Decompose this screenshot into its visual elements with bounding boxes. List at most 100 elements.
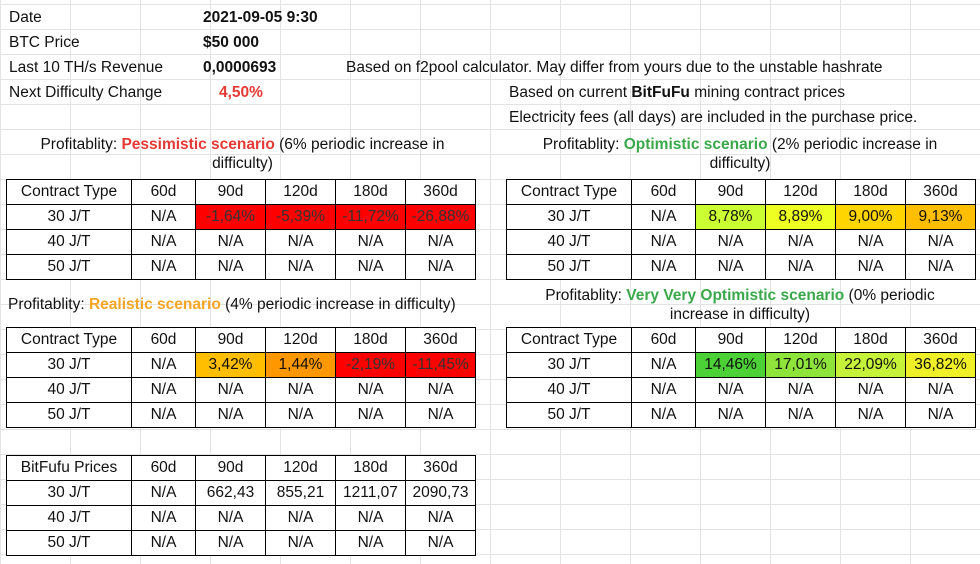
revenue-value: 0,0000693 — [203, 59, 277, 76]
header-120d: 120d — [765, 179, 836, 205]
cell: N/A — [195, 402, 266, 428]
cell: N/A — [835, 402, 906, 428]
header-180d: 180d — [335, 327, 406, 353]
cell: N/A — [405, 505, 476, 531]
cell: N/A — [695, 229, 766, 255]
cell: N/A — [265, 505, 336, 531]
table-row: 50 J/T N/A N/A N/A N/A N/A — [506, 402, 976, 428]
header-120d: 120d — [265, 179, 336, 205]
cell: -11,72% — [335, 204, 406, 230]
table-row: 40 J/T N/A N/A N/A N/A N/A — [6, 229, 476, 255]
cell: N/A — [131, 377, 196, 403]
cell: N/A — [335, 530, 406, 556]
realistic-title-name: Realistic scenario — [88, 296, 221, 313]
optimistic-title-suffix: (2% periodic increase in difficulty) — [709, 136, 938, 172]
cell: N/A — [835, 229, 906, 255]
header-90d: 90d — [695, 327, 766, 353]
row-type: 40 J/T — [6, 229, 132, 255]
optimistic-table: Contract Type 60d 90d 120d 180d 360d 30 … — [506, 179, 976, 280]
cell: 22,09% — [835, 352, 906, 378]
optimistic-title-name: Optimistic scenario — [623, 136, 768, 153]
cell: N/A — [335, 229, 406, 255]
table-header-row: Contract Type 60d 90d 120d 180d 360d — [6, 179, 476, 205]
table-row: 50 J/T N/A N/A N/A N/A N/A — [6, 530, 476, 556]
cell: N/A — [405, 229, 476, 255]
header-contract-type: Contract Type — [506, 327, 632, 353]
row-type: 30 J/T — [6, 204, 132, 230]
row-type: 30 J/T — [6, 480, 132, 506]
header-prices: BitFufu Prices — [6, 455, 132, 481]
cell: N/A — [131, 480, 196, 506]
cell: N/A — [631, 402, 696, 428]
cell: N/A — [405, 377, 476, 403]
cell: 2090,73 — [405, 480, 476, 506]
cell: N/A — [131, 505, 196, 531]
table-row: 30 J/T N/A 8,78% 8,89% 9,00% 9,13% — [506, 204, 976, 230]
revenue-note: Based on f2pool calculator. May differ f… — [346, 59, 883, 76]
cell: 1,44% — [265, 352, 336, 378]
realistic-title-prefix: Profitablity: — [8, 296, 89, 313]
cell: N/A — [265, 402, 336, 428]
electricity-note: Electricity fees (all days) are included… — [509, 109, 918, 126]
pessimistic-title: Profitablity: Pessimistic scenario (6% p… — [20, 135, 465, 173]
cell: N/A — [195, 229, 266, 255]
bitfufu-prices-table: BitFufu Prices 60d 90d 120d 180d 360d 30… — [6, 455, 476, 556]
cell: N/A — [405, 530, 476, 556]
cell: N/A — [905, 254, 976, 280]
cell: N/A — [905, 402, 976, 428]
cell: 17,01% — [765, 352, 836, 378]
header-60d: 60d — [131, 179, 196, 205]
header-90d: 90d — [695, 179, 766, 205]
optimistic-title: Profitablity: Optimistic scenario (2% pe… — [520, 135, 960, 173]
table-row: 50 J/T N/A N/A N/A N/A N/A — [6, 254, 476, 280]
header-contract-type: Contract Type — [506, 179, 632, 205]
table-row: 30 J/T N/A 662,43 855,21 1211,07 2090,73 — [6, 480, 476, 506]
table-header-row: Contract Type 60d 90d 120d 180d 360d — [506, 327, 976, 353]
contract-note-brand: BitFuFu — [631, 84, 690, 101]
cell: N/A — [335, 402, 406, 428]
very-optimistic-title-prefix: Profitablity: — [545, 287, 627, 304]
cell: 8,89% — [765, 204, 836, 230]
cell: -11,45% — [405, 352, 476, 378]
header-contract-type: Contract Type — [6, 327, 132, 353]
header-60d: 60d — [631, 327, 696, 353]
cell: N/A — [131, 402, 196, 428]
realistic-title-suffix: (4% periodic increase in difficulty) — [220, 296, 456, 313]
header-360d: 360d — [905, 327, 976, 353]
date-label: Date — [9, 9, 42, 26]
contract-note-prefix: Based on current — [509, 84, 632, 101]
pessimistic-title-suffix: (6% periodic increase in difficulty) — [212, 136, 445, 172]
cell: 8,78% — [695, 204, 766, 230]
cell: -2,19% — [335, 352, 406, 378]
cell: N/A — [265, 377, 336, 403]
cell: 3,42% — [195, 352, 266, 378]
header-180d: 180d — [335, 179, 406, 205]
cell: N/A — [631, 352, 696, 378]
cell: N/A — [905, 377, 976, 403]
header-360d: 360d — [405, 327, 476, 353]
row-type: 50 J/T — [506, 402, 632, 428]
row-type: 50 J/T — [6, 530, 132, 556]
table-row: 40 J/T N/A N/A N/A N/A N/A — [6, 505, 476, 531]
cell: N/A — [695, 402, 766, 428]
header-120d: 120d — [265, 327, 336, 353]
cell: N/A — [835, 254, 906, 280]
cell: N/A — [631, 254, 696, 280]
row-type: 40 J/T — [6, 505, 132, 531]
cell: N/A — [195, 377, 266, 403]
table-row: 40 J/T N/A N/A N/A N/A N/A — [6, 377, 476, 403]
cell: N/A — [905, 229, 976, 255]
cell: 1211,07 — [335, 480, 406, 506]
row-type: 30 J/T — [506, 204, 632, 230]
cell: N/A — [131, 530, 196, 556]
row-type: 50 J/T — [6, 254, 132, 280]
very-optimistic-title-suffix: (0% periodic increase in difficulty) — [669, 287, 935, 323]
very-optimistic-table: Contract Type 60d 90d 120d 180d 360d 30 … — [506, 327, 976, 428]
cell: N/A — [835, 377, 906, 403]
cell: N/A — [195, 505, 266, 531]
row-type: 40 J/T — [506, 229, 632, 255]
cell: -1,64% — [195, 204, 266, 230]
cell: 662,43 — [195, 480, 266, 506]
header-90d: 90d — [195, 179, 266, 205]
